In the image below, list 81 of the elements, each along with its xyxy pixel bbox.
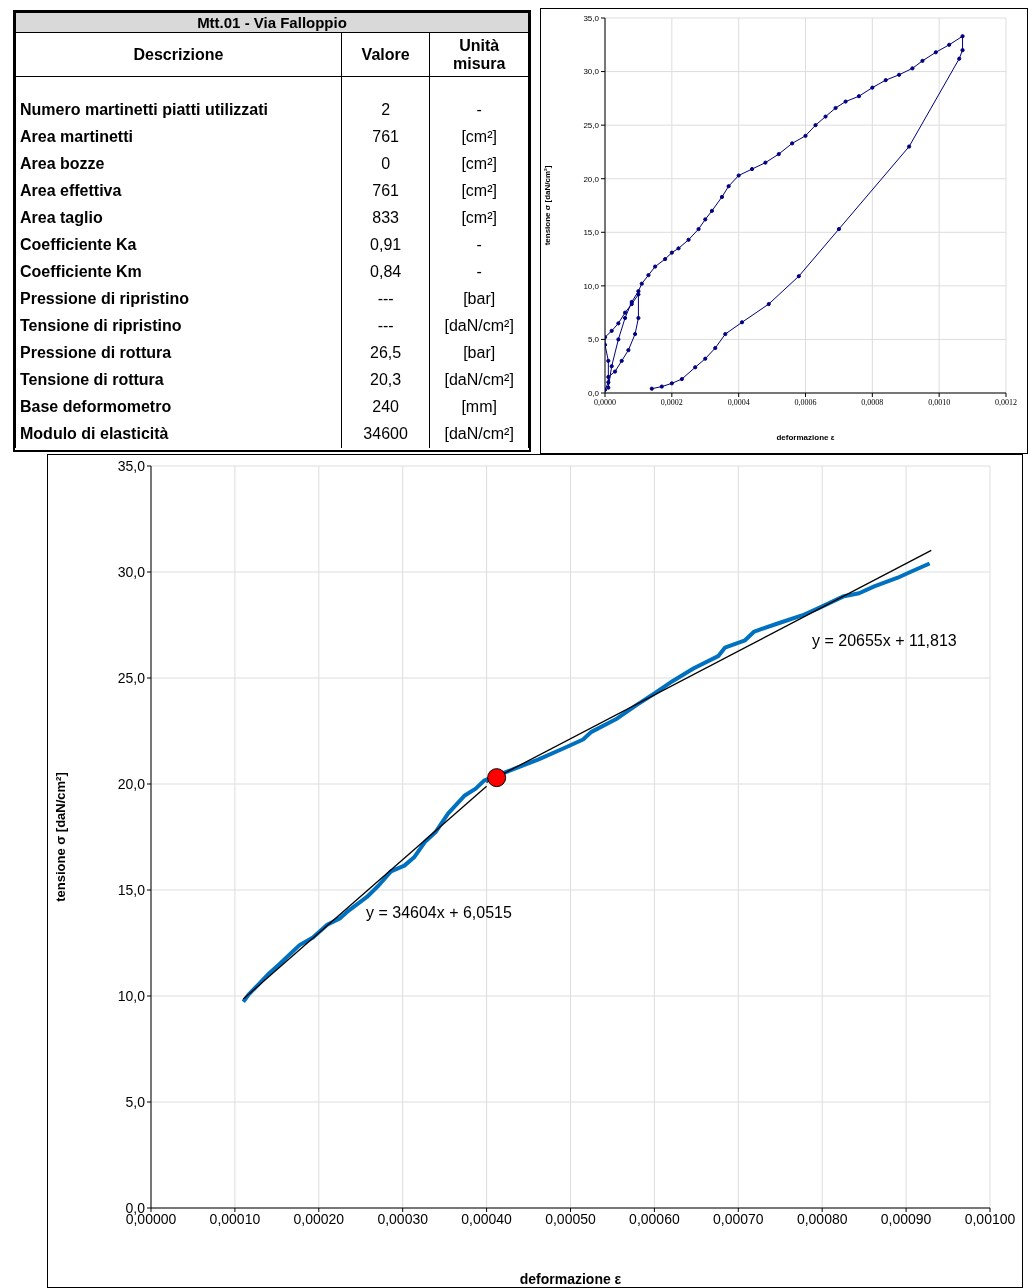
y-tick-label: 35,0 [583, 13, 600, 23]
x-tick-label: 0,00020 [293, 1210, 345, 1227]
text: 761 [341, 123, 430, 151]
y-axis-title: tensione σ [daN/cm²] [52, 772, 68, 902]
text: - [429, 96, 529, 124]
x-tick-label: 0,00040 [461, 1210, 513, 1227]
text: [cm²] [429, 150, 529, 178]
text: Tensione di rottura [15, 366, 342, 394]
text: 26,5 [341, 339, 430, 367]
text: 20,3 [341, 366, 430, 394]
y-axis-title: tensione σ [daN/cm²] [542, 165, 552, 246]
y-tick-label: 35,0 [117, 457, 146, 474]
text: 761 [341, 177, 430, 205]
y-tick-label: 10,0 [117, 987, 146, 1004]
x-tick-label: 0,0012 [995, 397, 1017, 407]
text: [daN/cm²] [429, 312, 529, 340]
text: Modulo di elasticità [15, 420, 342, 448]
text: - [429, 231, 529, 259]
text: [bar] [429, 285, 529, 313]
y-tick-label: 5,0 [587, 335, 600, 345]
text: Coefficiente Km [15, 258, 342, 286]
text: - [429, 258, 529, 286]
text: Area bozze [15, 150, 342, 178]
text: Area martinetti [15, 123, 342, 151]
x-tick-label: 0,0002 [660, 397, 683, 407]
text: Numero martinetti piatti utilizzati [15, 96, 342, 124]
text: Coefficiente Ka [15, 231, 342, 259]
annotation: y = 20655x + 11,813 [812, 632, 957, 650]
text: 0,91 [341, 231, 430, 259]
y-tick-label: 5,0 [125, 1093, 146, 1110]
text: Pressione di ripristino [15, 285, 342, 313]
text: [daN/cm²] [429, 366, 529, 394]
x-tick-label: 0,00090 [880, 1210, 932, 1227]
text: Descrizione [15, 32, 342, 77]
text: 240 [341, 393, 430, 421]
text: [cm²] [429, 177, 529, 205]
text: Area taglio [15, 204, 342, 232]
text: [mm] [429, 393, 529, 421]
x-tick-label: 0,00060 [629, 1210, 680, 1227]
x-tick-label: 0,0008 [861, 397, 884, 407]
y-tick-label: 15,0 [583, 228, 600, 238]
y-tick-label: 10,0 [583, 281, 600, 291]
x-tick-label: 0,00080 [796, 1210, 848, 1227]
y-tick-label: 25,0 [583, 120, 600, 130]
x-tick-label: 0,00010 [209, 1210, 261, 1227]
text: Unità misura [429, 32, 529, 77]
text: [cm²] [429, 204, 529, 232]
text: 2 [341, 96, 430, 124]
text: [cm²] [429, 123, 529, 151]
text: [daN/cm²] [429, 420, 529, 448]
annotation: y = 34604x + 6,0515 [366, 904, 512, 922]
y-tick-label: 20,0 [117, 775, 146, 792]
y-tick-label: 30,0 [117, 563, 146, 580]
y-tick-label: 20,0 [583, 174, 600, 184]
y-tick-label: 30,0 [583, 67, 600, 77]
text: 833 [341, 204, 430, 232]
text: 34600 [341, 420, 430, 448]
x-tick-label: 0,0006 [794, 397, 817, 407]
text: 0 [341, 150, 430, 178]
text: Base deformometro [15, 393, 342, 421]
x-tick-label: 0,0004 [727, 397, 750, 407]
text: Mtt.01 - Via Falloppio [15, 12, 529, 33]
x-tick-label: 0,00030 [377, 1210, 429, 1227]
text: --- [341, 312, 430, 340]
text: 0,84 [341, 258, 430, 286]
text: --- [341, 285, 430, 313]
y-tick-label: 15,0 [117, 881, 146, 898]
x-axis-title: deformazione ε [776, 433, 835, 442]
x-axis-title: deformazione ε [519, 1271, 622, 1287]
y-tick-label: 0,0 [587, 388, 600, 398]
x-tick-label: 0,00070 [713, 1210, 764, 1227]
y-tick-label: 25,0 [117, 669, 146, 686]
text: [bar] [429, 339, 529, 367]
x-tick-label: 0,00050 [545, 1210, 597, 1227]
text: Valore [341, 32, 430, 77]
x-tick-label: 0,00100 [964, 1210, 1016, 1227]
text: Tensione di ripristino [15, 312, 342, 340]
x-tick-label: 0,0000 [594, 397, 616, 407]
text: Area effettiva [15, 177, 342, 205]
x-tick-label: 0,0010 [928, 397, 951, 407]
text: Pressione di rottura [15, 339, 342, 367]
